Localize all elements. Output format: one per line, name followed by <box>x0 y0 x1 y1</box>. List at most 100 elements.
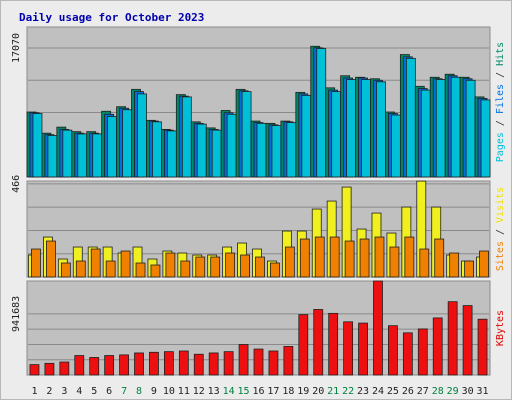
bar-pages-day-31 <box>480 99 491 178</box>
bar-pages-day-22 <box>346 79 357 178</box>
bar-kbytes-day-18 <box>283 346 294 376</box>
bar-sites-day-8 <box>135 262 146 278</box>
bar-pages-day-19 <box>301 94 312 178</box>
bar-pages-day-7 <box>122 109 132 178</box>
x-tick-label-day-28: 28 <box>432 386 444 397</box>
x-tick-label-day-11: 11 <box>178 386 190 397</box>
bar-kbytes-day-28 <box>432 317 443 376</box>
x-tick-label-day-22: 22 <box>342 386 354 397</box>
x-tick-label-day-18: 18 <box>282 386 294 397</box>
x-tick-label-day-12: 12 <box>193 386 205 397</box>
bar-kbytes-day-30 <box>462 305 473 376</box>
bar-pages-day-11 <box>181 96 192 178</box>
bar-pages-day-6 <box>107 116 118 178</box>
bar-kbytes-day-11 <box>178 350 189 376</box>
bar-kbytes-day-3 <box>59 361 70 376</box>
bar-sites-day-5 <box>90 248 101 278</box>
bar-pages-day-30 <box>465 79 476 178</box>
bar-pages-day-18 <box>286 122 297 178</box>
x-tick-label-day-30: 30 <box>462 386 474 397</box>
bar-kbytes-day-7 <box>119 354 129 376</box>
bar-kbytes-day-2 <box>44 362 55 376</box>
bar-kbytes-day-8 <box>134 352 144 376</box>
bar-kbytes-day-17 <box>268 350 279 376</box>
bar-pages-day-14 <box>226 113 237 178</box>
x-tick-label-day-8: 8 <box>136 386 142 397</box>
bar-pages-day-28 <box>435 79 446 178</box>
bar-sites-day-11 <box>180 260 191 278</box>
bar-pages-day-24 <box>376 81 386 178</box>
bar-sites-day-30 <box>464 260 474 278</box>
bar-kbytes-day-20 <box>313 309 324 376</box>
bar-kbytes-day-9 <box>149 351 159 376</box>
legend-entry: Sites <box>495 241 506 271</box>
bar-pages-day-3 <box>62 129 73 178</box>
bar-kbytes-day-21 <box>328 312 339 376</box>
bar-kbytes-day-6 <box>104 355 115 376</box>
y-max-label: 17070 <box>11 33 22 63</box>
x-tick-label-day-2: 2 <box>46 386 52 397</box>
chart-title: Daily usage for October 2023 <box>19 11 204 24</box>
bar-sites-day-26 <box>404 236 415 278</box>
bar-sites-day-20 <box>314 236 325 278</box>
x-tick-label-day-24: 24 <box>372 386 384 397</box>
bar-pages-day-29 <box>450 76 461 178</box>
bar-kbytes-day-5 <box>89 357 100 376</box>
bar-sites-day-23 <box>359 238 370 278</box>
bar-sites-day-21 <box>329 236 340 278</box>
bar-kbytes-day-16 <box>253 348 264 376</box>
bar-kbytes-day-4 <box>74 355 85 376</box>
bar-kbytes-day-25 <box>388 325 398 376</box>
bar-pages-day-4 <box>77 133 88 178</box>
x-tick-label-day-19: 19 <box>297 386 309 397</box>
bar-sites-day-14 <box>225 252 236 278</box>
bar-sites-day-15 <box>240 254 250 278</box>
bar-kbytes-day-14 <box>223 351 234 376</box>
bar-kbytes-day-31 <box>477 318 488 376</box>
legend-entry: Visits <box>495 187 506 223</box>
legend-entry: / <box>495 223 506 241</box>
bar-pages-day-23 <box>361 79 371 178</box>
bar-sites-day-12 <box>195 256 206 278</box>
bar-pages-day-21 <box>331 91 342 178</box>
bar-sites-day-3 <box>60 262 71 278</box>
bar-pages-day-13 <box>211 129 222 178</box>
x-tick-label-day-1: 1 <box>31 386 37 397</box>
bar-sites-day-10 <box>165 252 176 278</box>
bar-kbytes-day-29 <box>447 301 458 376</box>
bar-sites-day-29 <box>449 252 460 278</box>
panel-kbytes: 941683 KBytes <box>11 280 506 376</box>
bar-sites-day-27 <box>419 248 430 278</box>
bar-pages-day-8 <box>137 93 147 178</box>
side-legend: KBytes <box>495 310 506 346</box>
x-tick-label-day-5: 5 <box>91 386 97 397</box>
x-tick-label-day-23: 23 <box>357 386 369 397</box>
bar-pages-day-15 <box>241 91 252 178</box>
x-tick-label-day-17: 17 <box>267 386 279 397</box>
bar-pages-day-2 <box>47 135 58 178</box>
x-tick-label-day-13: 13 <box>208 386 220 397</box>
bar-sites-day-9 <box>150 264 161 278</box>
bar-kbytes-day-22 <box>343 321 354 376</box>
x-tick-label-day-4: 4 <box>76 386 82 397</box>
x-tick-label-day-16: 16 <box>252 386 264 397</box>
bar-sites-day-22 <box>344 240 355 278</box>
bar-sites-day-28 <box>434 238 445 278</box>
bar-sites-day-6 <box>105 260 116 278</box>
x-tick-label-day-10: 10 <box>163 386 175 397</box>
bar-kbytes-day-27 <box>417 328 428 376</box>
y-max-label: 941683 <box>11 296 22 332</box>
bar-pages-day-10 <box>166 130 177 178</box>
bar-sites-day-7 <box>120 250 131 278</box>
legend-entry: Pages <box>495 132 506 162</box>
legend-entry: Files <box>495 84 506 114</box>
bar-kbytes-day-26 <box>402 332 413 376</box>
legend-entry: / <box>495 66 506 84</box>
x-tick-label-day-20: 20 <box>312 386 324 397</box>
bar-pages-day-26 <box>405 57 416 178</box>
x-tick-label-day-31: 31 <box>477 386 489 397</box>
x-tick-label-day-15: 15 <box>238 386 250 397</box>
bar-kbytes-day-15 <box>238 344 249 376</box>
